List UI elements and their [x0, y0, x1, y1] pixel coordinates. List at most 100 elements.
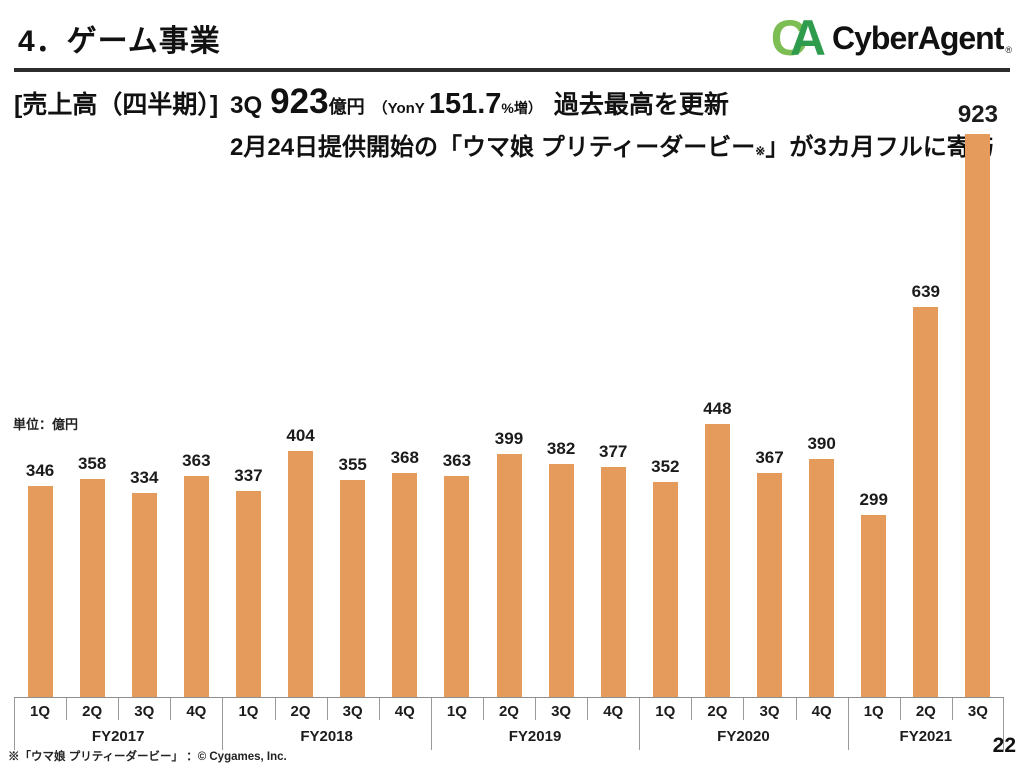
- axis-quarter-label: 3Q: [551, 703, 572, 720]
- bar-value-label: 355: [338, 455, 367, 474]
- bar-value-label: 367: [755, 448, 784, 467]
- axis-quarter-label: 2Q: [707, 703, 728, 720]
- bar: [444, 476, 470, 697]
- headline-line2: 2月24日提供開始の「ウマ娘 プリティーダービー※」が3カ月フルに寄与: [230, 127, 995, 162]
- headline-revenue-value: 923: [270, 82, 329, 121]
- axis-year-label: FY2019: [508, 728, 562, 745]
- bar: [809, 459, 835, 697]
- bar-value-label: 363: [182, 451, 211, 470]
- axis-tick-line: [1003, 698, 1004, 750]
- logo-wordmark: CyberAgent: [832, 19, 1004, 56]
- page-number: 22: [992, 734, 1016, 757]
- bar-value-label: 923: [957, 101, 998, 128]
- bar-value-label: 399: [494, 429, 524, 448]
- bar: [965, 134, 991, 697]
- headline-line1: [売上高（四半期）] 3Q 923 億円 （YonY 151.7 %増） 過去最…: [14, 82, 729, 122]
- bar-value-label: 448: [703, 399, 732, 418]
- axis-tick-line: [900, 698, 901, 720]
- axis-year-label: FY2020: [717, 728, 770, 745]
- axis-tick-line: [483, 698, 484, 720]
- cyberagent-ca-mark-icon: C A: [771, 13, 826, 63]
- bar: [27, 486, 53, 697]
- bar: [288, 451, 314, 697]
- footnote: ※「ウマ娘 プリティーダービー」 ：© Cygames, Inc.: [8, 751, 287, 763]
- axis-tick-line: [431, 698, 432, 750]
- axis-quarter-label: 2Q: [498, 703, 519, 720]
- bar-value-label: 377: [599, 442, 628, 461]
- axis-tick-line: [743, 698, 744, 720]
- axis-quarter-label: 1Q: [238, 703, 259, 720]
- headline-revenue-unit: 億円: [328, 97, 365, 117]
- axis-tick-line: [170, 698, 171, 720]
- registered-trademark-icon: ®: [1005, 45, 1012, 55]
- axis-tick-line: [118, 698, 119, 720]
- axis-tick-line: [222, 698, 223, 750]
- bar: [652, 482, 678, 697]
- bar-value-label: 390: [807, 434, 836, 453]
- axis-tick-line: [66, 698, 67, 720]
- bar: [861, 515, 887, 697]
- axis-quarter-label: 1Q: [446, 703, 467, 720]
- headline-line2-prefix: 2月24日提供開始の「ウマ娘 プリティーダービー: [230, 134, 756, 161]
- title-underline: [14, 68, 1010, 72]
- axis-tick-line: [691, 698, 692, 720]
- axis-quarter-label: 2Q: [915, 703, 936, 720]
- bar: [340, 480, 366, 697]
- axis-quarter-label: 2Q: [82, 703, 103, 720]
- axis-tick-line: [587, 698, 588, 720]
- headline-line2-suffix: 」が3カ月フルに寄与: [765, 134, 995, 161]
- bar: [913, 307, 939, 697]
- axis-quarter-label: 3Q: [759, 703, 780, 720]
- bar-value-label: 334: [130, 468, 159, 487]
- axis-quarter-label: 4Q: [394, 703, 415, 720]
- bar-value-label: 337: [234, 466, 263, 485]
- bar: [600, 467, 626, 697]
- unit-label: 単位：億円: [13, 417, 79, 432]
- bar: [392, 473, 418, 697]
- axis-quarter-label: 2Q: [290, 703, 311, 720]
- bar: [704, 424, 730, 697]
- axis-quarter-label: 4Q: [603, 703, 624, 720]
- axis-tick-line: [275, 698, 276, 720]
- bar-value-label: 404: [286, 426, 315, 445]
- axis-tick-line: [796, 698, 797, 720]
- axis-year-label: FY2017: [91, 728, 145, 745]
- bar-value-label: 639: [911, 282, 941, 301]
- axis-tick-line: [848, 698, 849, 750]
- axis-tick-line: [327, 698, 328, 720]
- axis-quarter-label: 3Q: [342, 703, 363, 720]
- axis-quarter-label: 1Q: [863, 703, 884, 720]
- page-title: 4．ゲーム事業: [18, 25, 221, 58]
- logo-letter-c: C: [770, 10, 807, 66]
- axis-quarter-label: 4Q: [186, 703, 207, 720]
- axis-quarter-label: 3Q: [134, 703, 155, 720]
- axis-quarter-label: 1Q: [655, 703, 676, 720]
- axis-tick-line: [379, 698, 380, 720]
- bar-value-label: 368: [390, 448, 419, 467]
- footnote-reference-mark: ※: [755, 144, 766, 158]
- bar-value-label: 358: [77, 454, 107, 473]
- bar-value-label: 346: [25, 461, 55, 480]
- bar-value-label: 352: [651, 457, 680, 476]
- bar-value-label: 382: [546, 439, 576, 458]
- logo-letter-a: A: [789, 10, 826, 66]
- axis-tick-line: [14, 698, 15, 750]
- headline-record-note: 過去最高を更新: [553, 91, 729, 119]
- x-axis: 1Q 2Q 3Q 4Q 1Q 2Q 3Q 4Q 1Q 2Q 3Q 4Q 1Q 2Q 3Q 4Q 1Q 2Q 3Q FY…: [14, 697, 1004, 752]
- cyberagent-logo: C A CyberAgent ®: [771, 12, 1012, 64]
- headline-yoy-close: %増）: [501, 100, 542, 116]
- bar: [79, 479, 105, 697]
- bar-value-label: 299: [859, 490, 888, 509]
- bar-value-label: 363: [442, 451, 472, 470]
- axis-quarter-label: 3Q: [967, 703, 988, 720]
- headline-metric-label: [売上高（四半期）]: [14, 91, 219, 119]
- headline-yoy-open: （YonY: [372, 100, 425, 117]
- axis-tick-line: [639, 698, 640, 750]
- headline-yoy-value: 151.7: [428, 88, 502, 120]
- axis-quarter-label: 1Q: [30, 703, 51, 720]
- bar: [183, 476, 209, 697]
- bar: [548, 464, 574, 697]
- bar: [131, 493, 157, 697]
- axis-quarter-label: 4Q: [811, 703, 832, 720]
- bar: [235, 491, 261, 697]
